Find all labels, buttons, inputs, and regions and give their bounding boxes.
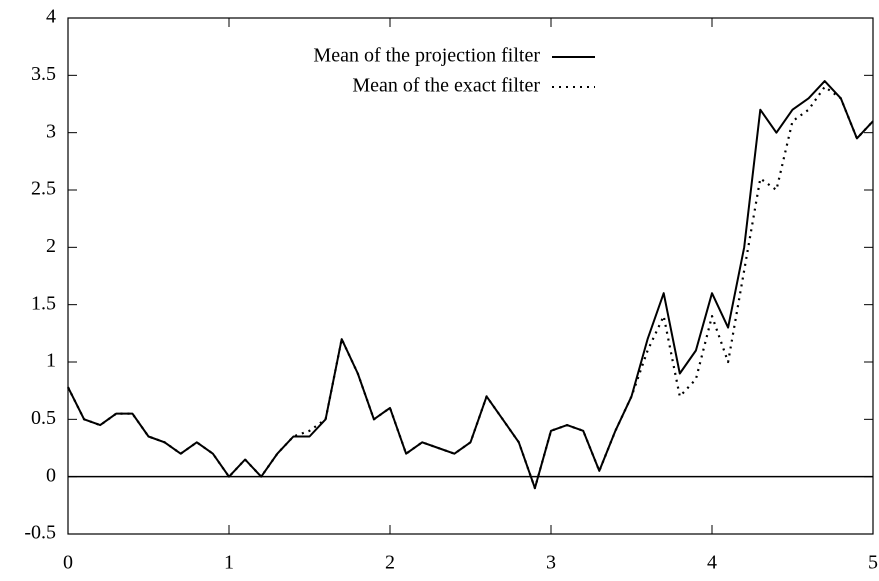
y-tick-label: 0 (46, 464, 56, 486)
y-tick-label: 3 (46, 120, 56, 142)
y-tick-label: 0.5 (31, 407, 56, 429)
plot-frame (67, 17, 874, 535)
y-tick-label: 1.5 (31, 292, 56, 314)
y-tick-label: 2 (46, 235, 56, 257)
x-tick-label: 4 (707, 552, 717, 574)
y-tick-label: 3.5 (31, 63, 56, 85)
y-tick-label: 2.5 (31, 178, 56, 200)
x-tick-label: 5 (868, 552, 878, 574)
series-line (67, 80, 874, 490)
legend-label: Mean of the projection filter (313, 45, 540, 67)
x-tick-label: 2 (385, 552, 395, 574)
y-tick-label: 4 (46, 6, 56, 28)
x-tick-label: 1 (224, 552, 234, 574)
y-tick-label: 1 (46, 350, 56, 372)
y-tick-label: -0.5 (24, 522, 56, 544)
legend-label: Mean of the exact filter (352, 75, 540, 97)
x-tick-label: 3 (546, 552, 556, 574)
series-line (67, 85, 874, 490)
x-tick-label: 0 (63, 552, 73, 574)
